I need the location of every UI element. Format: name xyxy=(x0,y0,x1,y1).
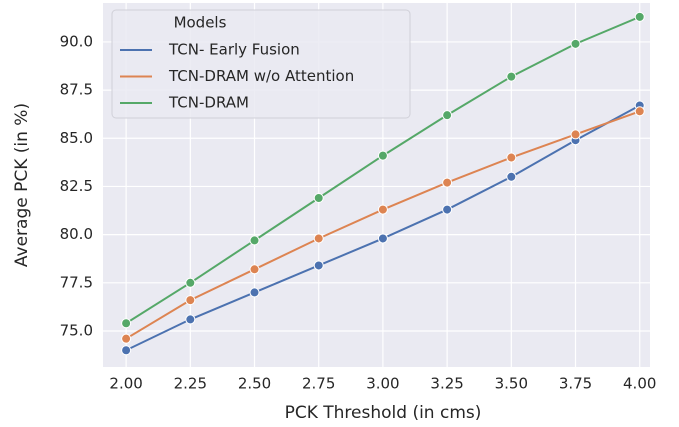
x-tick-label: 2.75 xyxy=(302,375,335,393)
y-tick-label: 90.0 xyxy=(60,32,93,50)
marker xyxy=(442,177,453,188)
x-tick-label: 2.00 xyxy=(109,375,142,393)
x-tick-label: 4.00 xyxy=(623,375,656,393)
x-tick-label: 3.25 xyxy=(430,375,463,393)
y-tick-label: 85.0 xyxy=(60,129,93,147)
legend-label: TCN-DRAM xyxy=(168,94,249,112)
marker xyxy=(313,260,324,271)
legend-label: TCN- Early Fusion xyxy=(168,41,300,59)
marker xyxy=(506,71,517,82)
marker xyxy=(442,204,453,215)
marker xyxy=(249,235,260,246)
marker xyxy=(313,233,324,244)
marker xyxy=(570,38,581,49)
y-tick-label: 82.5 xyxy=(60,177,93,195)
y-tick-label: 87.5 xyxy=(60,81,93,99)
marker xyxy=(506,152,517,163)
y-tick-label: 75.0 xyxy=(60,321,93,339)
marker xyxy=(313,193,324,204)
x-axis-label: PCK Threshold (in cms) xyxy=(285,403,482,423)
marker xyxy=(377,233,388,244)
x-tick-label: 2.25 xyxy=(174,375,207,393)
marker xyxy=(249,264,260,275)
legend-title: Models xyxy=(174,14,227,32)
marker xyxy=(634,11,645,22)
x-tick-label: 3.00 xyxy=(366,375,399,393)
legend-label: TCN-DRAM w/o Attention xyxy=(168,67,354,85)
marker xyxy=(377,150,388,161)
x-tick-label: 2.50 xyxy=(238,375,271,393)
marker xyxy=(506,171,517,182)
marker xyxy=(121,333,132,344)
marker xyxy=(185,295,196,306)
marker xyxy=(570,129,581,140)
marker xyxy=(249,287,260,298)
x-tick-label: 3.75 xyxy=(559,375,592,393)
marker xyxy=(634,106,645,117)
marker xyxy=(377,204,388,215)
marker xyxy=(442,110,453,121)
y-tick-label: 77.5 xyxy=(60,273,93,291)
y-tick-label: 80.0 xyxy=(60,225,93,243)
marker xyxy=(121,318,132,329)
legend-box xyxy=(111,9,411,119)
marker xyxy=(185,314,196,325)
y-axis-label: Average PCK (in %) xyxy=(12,103,32,267)
x-tick-label: 3.50 xyxy=(495,375,528,393)
marker xyxy=(185,277,196,288)
marker xyxy=(121,345,132,356)
